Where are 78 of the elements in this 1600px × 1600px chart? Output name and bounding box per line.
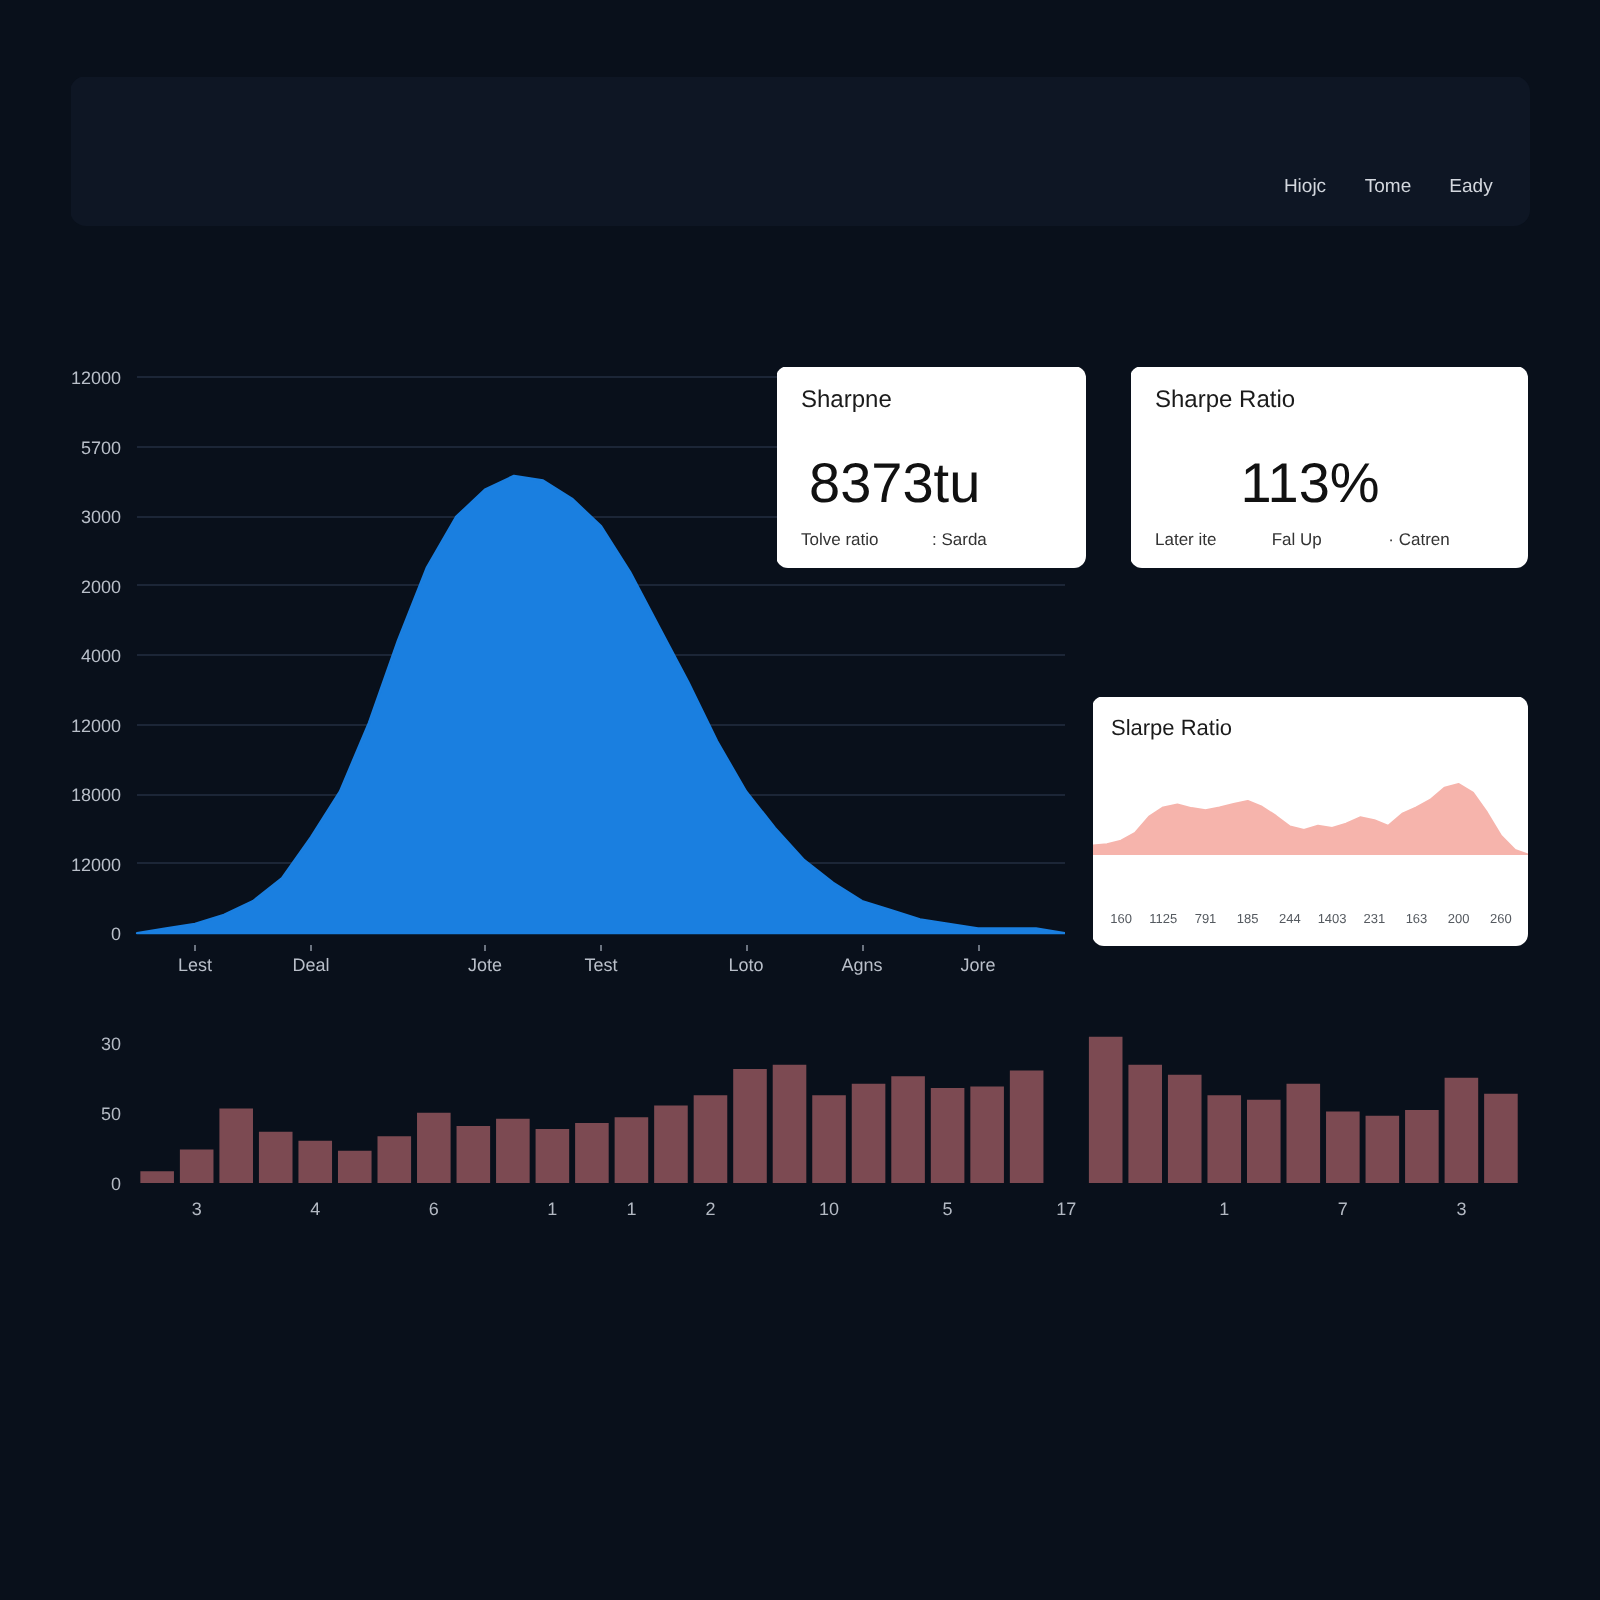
- bar: [179, 1149, 214, 1184]
- x-tick-label: Jote: [467, 955, 503, 975]
- bar: [772, 1064, 807, 1184]
- bar: [891, 1076, 925, 1184]
- bar: [1009, 1070, 1044, 1184]
- text: 5700: [80, 437, 122, 458]
- bar: [654, 1105, 688, 1184]
- text: 12000: [70, 854, 122, 875]
- text: Fal Up: [1271, 529, 1323, 549]
- bar: [496, 1118, 530, 1184]
- text: 2000: [80, 576, 122, 597]
- x-tick-label: 10: [819, 1199, 840, 1219]
- text: 0: [110, 924, 122, 945]
- x-tick-label: 6: [428, 1199, 439, 1219]
- x-tick-label: 4: [310, 1199, 321, 1219]
- x-tick-label: 7: [1337, 1199, 1348, 1219]
- text: 12000: [70, 368, 122, 389]
- bar: [1405, 1109, 1439, 1184]
- x-tick-label: 1: [626, 1199, 637, 1219]
- annotation: Tolve ratio: [801, 529, 880, 549]
- bar: [258, 1131, 293, 1184]
- x-tick-label: Lest: [177, 955, 214, 975]
- text: Sharpne: [801, 385, 893, 413]
- text: 18000: [70, 785, 122, 806]
- bar: [1088, 1036, 1123, 1184]
- bar: [1286, 1083, 1321, 1184]
- bar: [298, 1140, 333, 1184]
- text: 50: [100, 1104, 122, 1125]
- x-tick-label: 17: [1056, 1199, 1077, 1219]
- bar: [930, 1088, 965, 1184]
- bar: [851, 1083, 886, 1184]
- bar: [970, 1086, 1004, 1184]
- text: 30: [100, 1034, 122, 1055]
- bar: [693, 1095, 728, 1184]
- text: 3000: [80, 507, 122, 528]
- bar: [614, 1117, 649, 1184]
- text: Sharpe Ratio: [1155, 385, 1296, 413]
- annotation: 8373tu: [809, 452, 981, 514]
- x-tick-label: Loto: [728, 955, 764, 975]
- text: 4000: [80, 646, 122, 667]
- bar: [337, 1150, 372, 1184]
- bar: [417, 1112, 451, 1184]
- text: Tome: [1364, 176, 1412, 198]
- text: 0: [110, 1174, 122, 1195]
- x-tick-label: Deal: [292, 955, 330, 975]
- x-tick-label: Jore: [960, 955, 996, 975]
- x-tick-label: 3: [1456, 1199, 1467, 1219]
- x-tick-label: 3: [191, 1199, 202, 1219]
- bar: [1246, 1099, 1281, 1184]
- x-tick-label: 1: [547, 1199, 558, 1219]
- bar: [575, 1123, 609, 1184]
- bar: [733, 1069, 767, 1184]
- bar: [1167, 1074, 1202, 1184]
- bar: [1365, 1115, 1400, 1184]
- x-tick-label: 1: [1219, 1199, 1230, 1219]
- x-tick-label: Test: [584, 955, 619, 975]
- bar: [1444, 1077, 1479, 1184]
- bar: [219, 1108, 253, 1184]
- x-tick-label: 2: [705, 1199, 716, 1219]
- bar: [535, 1128, 570, 1184]
- bar: [1128, 1064, 1163, 1184]
- annotation: : Sarda: [932, 529, 988, 549]
- text: Eady: [1449, 176, 1494, 198]
- text: Hiojc: [1283, 176, 1327, 198]
- bar: [456, 1126, 491, 1184]
- bar: [1207, 1095, 1242, 1184]
- text: 12000: [70, 715, 122, 736]
- bar: [1326, 1111, 1360, 1184]
- bar: [1484, 1093, 1518, 1184]
- bar: [377, 1136, 412, 1184]
- text: · Catren: [1388, 529, 1451, 549]
- text: Later ite: [1155, 529, 1217, 549]
- text: 113%: [1240, 452, 1380, 514]
- x-tick-label: 5: [942, 1199, 953, 1219]
- bar: [812, 1095, 846, 1184]
- x-tick-label: Agns: [841, 955, 884, 975]
- chart-title: Slarpe Ratio: [1111, 717, 1233, 741]
- bar: [140, 1171, 174, 1184]
